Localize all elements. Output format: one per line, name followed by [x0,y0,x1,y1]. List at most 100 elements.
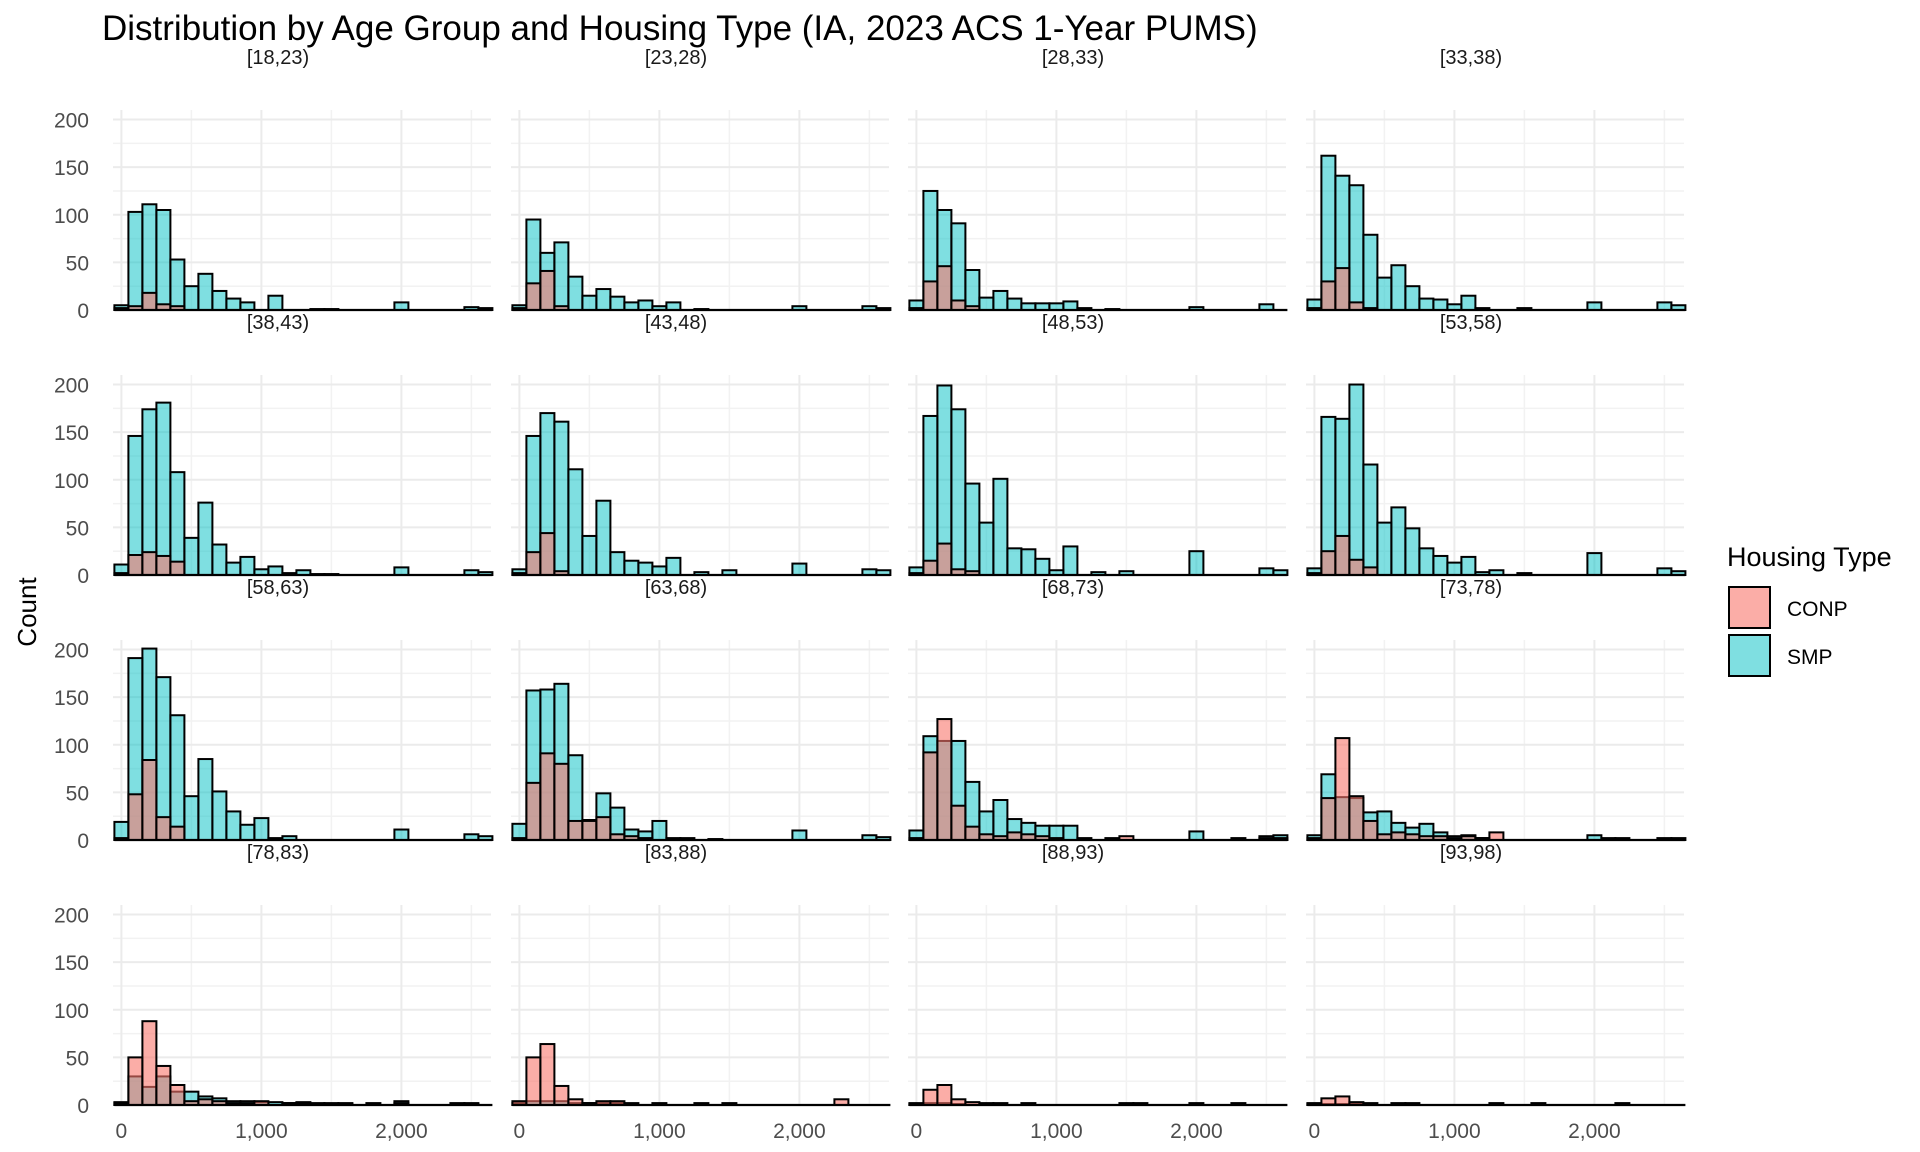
histogram-bar-smp [141,408,158,576]
x-tick-label: 2,000 [773,1120,826,1143]
histogram-bar-smp [992,799,1009,841]
facet-strip-label: [48,53) [1042,312,1104,334]
x-tick-label: 0 [514,1120,526,1143]
histogram-bar-conp [127,1056,144,1106]
facet-panel: [23,28) [511,47,892,312]
histogram-bar-smp [1188,830,1205,842]
histogram-bar-conp [141,759,158,841]
histogram-bar-conp [922,751,939,841]
histogram-bar-conp [567,819,584,841]
histogram-bar-smp [992,289,1009,311]
x-tick-label: 1,000 [1030,1120,1083,1143]
histogram-bar-smp [567,468,584,576]
histogram-bar-smp [665,556,682,577]
histogram-bar-smp [950,222,967,311]
y-tick-label: 200 [54,375,89,398]
facet-panel: [53,58) [1306,312,1687,577]
histogram-bar-smp [197,501,214,576]
histogram-bar-smp [169,714,186,841]
y-tick-label: 200 [54,640,89,663]
histogram-bar-conp [1488,831,1505,841]
histogram-bar-conp [922,559,939,576]
histogram-bar-conp [1320,550,1337,576]
facet-panels: [18,23) 0 50 100 150 200 [23,28) [28,33) [33,38)… [54,47,1687,1143]
histogram-bar-smp [623,301,640,311]
x-tick-label: 2,000 [375,1120,428,1143]
facet-panel: [63,68) [511,577,892,842]
histogram-bar-conp [141,291,158,312]
histogram-bar-smp [637,561,654,577]
facet-strip-label: [23,28) [645,47,707,69]
chart-title: Distribution by Age Group and Housing Ty… [102,9,1258,48]
histogram-bar-conp [141,551,158,576]
histogram-bar-smp [651,565,668,577]
facet-panel: [73,78) [1306,577,1687,842]
histogram-bar-conp [581,819,598,841]
histogram-bar-conp [1348,558,1365,576]
histogram-bar-smp [964,269,981,311]
facet-panel: [88,93) 0 1,000 2,000 [908,842,1288,1143]
histogram-bar-conp [539,269,556,311]
histogram-bar-conp [553,762,570,841]
histogram-bar-smp [1390,264,1407,312]
histogram-bar-smp [155,209,172,311]
facet-strip-label: [43,48) [645,312,707,334]
histogram-bar-smp [1404,285,1421,311]
histogram-bar-conp [169,1084,186,1106]
histogram-bar-smp [1460,555,1477,576]
histogram-bar-smp [637,299,654,312]
histogram-bar-smp [211,543,228,576]
histogram-bar-smp [1418,547,1435,576]
histogram-bar-smp [1418,297,1435,311]
facet-panel: [33,38) [1306,47,1687,312]
histogram-bar-conp [950,299,967,312]
histogram-bar-smp [992,477,1009,576]
histogram-bar-smp [567,275,584,312]
histogram-bar-smp [609,295,626,312]
facet-strip-label: [73,78) [1440,577,1502,599]
y-tick-label: 100 [54,735,89,758]
histogram-bar-conp [936,1084,953,1106]
histogram-bar-smp [1006,547,1023,576]
histogram-bar-smp [267,565,284,577]
y-tick-label: 200 [54,905,89,928]
histogram-bar-conp [169,825,186,842]
facet-strip-label: [38,43) [247,312,309,334]
y-tick-label: 50 [66,252,89,275]
histogram-bar-smp [1362,463,1379,576]
histogram-bar-smp [1376,276,1393,311]
histogram-bar-smp [1432,554,1449,576]
x-tick-label: 1,000 [633,1120,686,1143]
x-tick-label: 0 [1309,1120,1321,1143]
histogram-bar-smp [1348,383,1365,577]
histogram-bar-smp [791,562,808,576]
histogram-bar-smp [1062,824,1079,841]
histogram-bar-smp [581,534,598,576]
y-tick-label: 150 [54,952,89,975]
histogram-bar-conp [1362,819,1379,841]
histogram-bar-conp [1348,301,1365,311]
histogram-bar-conp [1006,831,1023,841]
facet-strip-label: [33,38) [1440,47,1502,69]
y-tick-label: 0 [77,1095,89,1118]
histogram-bar-smp [393,301,410,311]
x-tick-label: 2,000 [1568,1120,1621,1143]
legend-label-conp: CONP [1787,598,1848,621]
y-tick-label: 100 [54,470,89,493]
facet-panel: [58,63) 0 50 100 150 200 [54,577,494,853]
histogram-bar-smp [155,401,172,576]
histogram-bar-smp [651,819,668,841]
histogram-bar-conp [127,554,144,576]
histogram-bar-smp [1062,300,1079,312]
histogram-bar-conp [539,752,556,841]
facet-strip-label: [53,58) [1440,312,1502,334]
histogram-bar-conp [539,1043,556,1107]
histogram-bar-smp [393,566,410,576]
facet-strip-label: [68,73) [1042,577,1104,599]
histogram-bar-conp [1334,267,1351,312]
histogram-bar-smp [595,288,612,312]
histogram-bar-smp [127,210,144,311]
histogram-bar-conp [525,1056,542,1106]
facet-strip-label: [18,23) [247,47,309,69]
histogram-bar-smp [1348,184,1365,311]
